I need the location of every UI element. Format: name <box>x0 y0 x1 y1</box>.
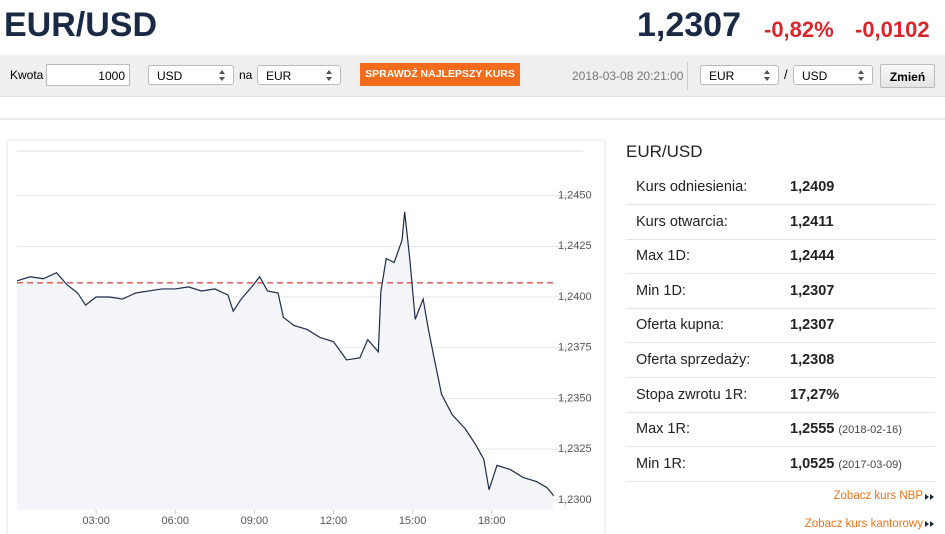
stats-row: Max 1D: 1,2444 <box>626 239 935 275</box>
stats-label: Min 1R: <box>636 455 686 472</box>
y-tick-label: 1,2400 <box>558 291 592 303</box>
stats-value: 1,2307 <box>790 317 835 334</box>
link-arrows <box>925 494 934 527</box>
amount-input[interactable]: 1000 <box>46 64 130 86</box>
to-select[interactable]: EUR <box>257 65 341 85</box>
select-text: EUR <box>709 69 735 83</box>
stats-label: Min 1D: <box>636 282 686 299</box>
stats-row: Oferta sprzedaży: 1,2308 <box>626 343 935 378</box>
stats-value: 1,2307 <box>790 282 835 299</box>
change-pct: -0,82% <box>764 17 834 42</box>
stats-title: EUR/USD <box>626 142 703 161</box>
stats-value-wrap: 1,2555 (2018-02-16) <box>790 412 902 447</box>
select-text: USD <box>802 69 828 83</box>
x-tick-label: 12:00 <box>320 515 348 527</box>
amount-label: Kwota <box>10 68 44 82</box>
stats-label: Oferta kupna: <box>636 317 724 334</box>
stats-row: Max 1R: 1,2555 (2018-02-16) <box>626 412 935 448</box>
title: EUR/USD <box>4 6 158 44</box>
nbp-link[interactable]: Zobacz kurs NBP <box>834 490 923 502</box>
price-line <box>16 211 555 497</box>
conj: na <box>239 68 253 82</box>
y-tick-label: 1,2300 <box>558 494 592 506</box>
stats-value: 1,2409 <box>790 179 835 195</box>
stats-date: (2018-02-16) <box>838 424 902 437</box>
x-tick-label: 18:00 <box>478 515 506 527</box>
y-tick-label: 1,2325 <box>558 443 592 455</box>
switch-button[interactable]: Zmień <box>880 64 935 88</box>
stats-value: 17,27% <box>790 386 840 403</box>
select-text: EUR <box>266 69 292 83</box>
rate: 1,2307 <box>637 6 741 44</box>
select-text: USD <box>157 69 183 83</box>
divider <box>0 118 945 120</box>
slash: / <box>784 67 788 82</box>
stats-value: 1,0525 <box>790 455 835 472</box>
stats-row: Kurs otwarcia: 1,2411 <box>626 205 935 240</box>
separator-line <box>687 62 688 90</box>
stats-row: Stopa zwrotu 1R: 17,27% <box>626 378 935 413</box>
link-text: Zobacz kurs NBP <box>833 490 923 502</box>
stats-value: 1,2555 <box>790 421 835 438</box>
check-button[interactable]: SPRAWDŹ NAJLEPSZY KURS <box>360 63 520 86</box>
stats-value: 1,2411 <box>790 213 834 230</box>
link-text: Zobacz kurs kantorowy <box>804 518 923 530</box>
divider <box>0 96 945 97</box>
x-tick-label: 09:00 <box>241 515 269 527</box>
y-tick-label: 1,2375 <box>558 342 592 354</box>
x-tick-label: 15:00 <box>399 515 427 527</box>
y-tick-label: 1,2450 <box>558 190 592 202</box>
stats-label: Max 1R: <box>636 421 690 438</box>
change-abs: -0,0102 <box>855 17 930 42</box>
chart-frame <box>6 139 606 534</box>
stats-label: Stopa zwrotu 1R: <box>636 386 748 403</box>
stats-label: Max 1D: <box>636 248 690 265</box>
kantor-link[interactable]: Zobacz kurs kantorowy <box>805 518 923 530</box>
stats-date: (2017-03-09) <box>838 458 902 471</box>
stats-row: Kurs odniesienia: 1,2409 <box>626 170 935 205</box>
stats-value: 1,2308 <box>790 352 835 368</box>
base-select[interactable]: EUR <box>700 65 779 85</box>
area <box>17 211 554 510</box>
stats-row: Min 1R: 1,0525 (2017-03-09) <box>626 447 935 482</box>
quote-select[interactable]: USD <box>793 65 873 85</box>
y-tick-label: 1,2425 <box>558 240 592 252</box>
stats-row: Oferta kupna: 1,2307 <box>626 308 935 344</box>
stats-value: 1,2444 <box>790 248 835 265</box>
timestamp: 2018-03-08 20:21:00 <box>572 69 684 83</box>
from-select[interactable]: USD <box>148 65 234 85</box>
stats-value-wrap: 1,0525 (2017-03-09) <box>790 447 902 482</box>
y-tick-label: 1,2350 <box>558 392 592 404</box>
x-tick-label: 03:00 <box>82 515 110 527</box>
stats-label: Kurs otwarcia: <box>636 213 728 230</box>
stats-label: Oferta sprzedaży: <box>636 352 751 368</box>
stats-row: Min 1D: 1,2307 <box>626 274 935 309</box>
stats-label: Kurs odniesienia: <box>636 179 748 195</box>
x-tick-label: 06:00 <box>161 515 189 527</box>
